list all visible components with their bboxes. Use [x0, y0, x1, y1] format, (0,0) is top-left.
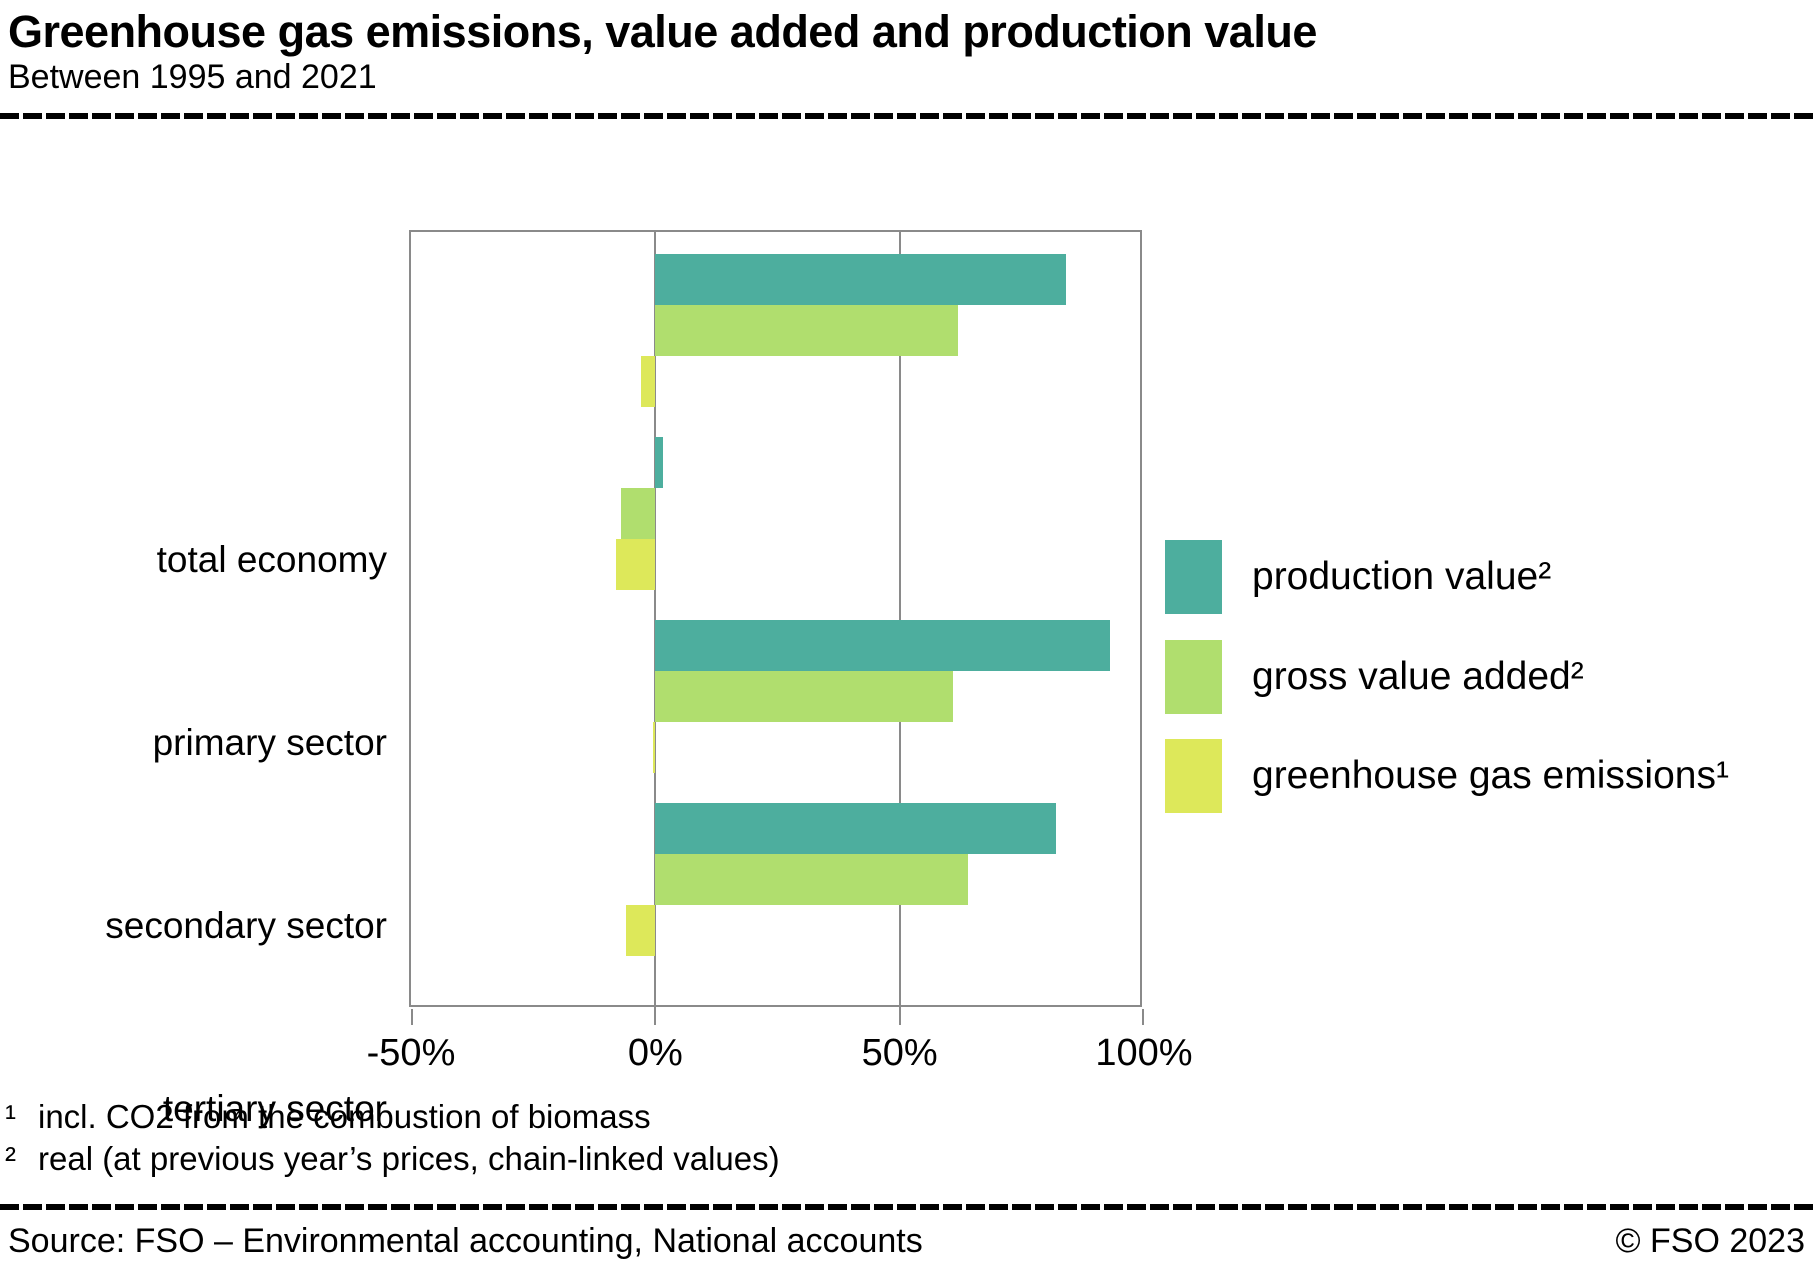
page-subtitle: Between 1995 and 2021	[8, 58, 377, 96]
x-tick-label: 0%	[627, 1032, 683, 1074]
category-label-total-economy: total economy	[156, 539, 387, 580]
x-axis-tick--50	[411, 1009, 413, 1025]
legend-swatch-production-value	[1165, 540, 1222, 614]
bar-tertiary-sector-production-value	[655, 803, 1057, 854]
legend-item-greenhouse-gas-emissions: greenhouse gas emissions¹	[1165, 739, 1729, 813]
bar-chart-plot-area: total economy primary sector secondary s…	[105, 230, 1193, 1129]
bar-tertiary-sector-greenhouse-gas-emissions	[626, 905, 656, 956]
bar-primary-sector-production-value	[655, 437, 663, 488]
legend-item-production-value: production value²	[1165, 540, 1551, 614]
footnote-1: ¹ incl. CO2 from the combustion of biomas…	[5, 1098, 651, 1136]
category-label-secondary-sector: secondary sector	[105, 905, 387, 946]
bar-tertiary-sector-gross-value-added	[655, 854, 969, 905]
bar-total-economy-greenhouse-gas-emissions	[640, 356, 656, 407]
bar-secondary-sector-greenhouse-gas-emissions	[652, 722, 656, 773]
bar-secondary-sector-gross-value-added	[655, 671, 954, 722]
footnote-text: incl. CO2 from the combustion of biomass	[38, 1098, 651, 1135]
footnote-marker: ²	[5, 1140, 16, 1177]
x-axis-tick-0	[654, 1009, 657, 1025]
bar-total-economy-gross-value-added	[655, 305, 959, 356]
category-label-primary-sector: primary sector	[152, 722, 387, 763]
header-divider	[0, 113, 1813, 119]
footer-divider	[0, 1204, 1813, 1210]
legend-label: greenhouse gas emissions¹	[1252, 754, 1729, 797]
page-title: Greenhouse gas emissions, value added an…	[8, 6, 1317, 57]
x-tick-label: -50%	[366, 1032, 456, 1074]
bar-primary-sector-gross-value-added	[621, 488, 656, 539]
x-axis-tick-100	[1142, 1009, 1144, 1025]
source-row: Source: FSO – Environmental accounting, …	[8, 1222, 1805, 1261]
copyright-text: © FSO 2023	[1615, 1222, 1805, 1260]
bar-primary-sector-greenhouse-gas-emissions	[616, 539, 656, 590]
legend-swatch-gross-value-added	[1165, 640, 1222, 714]
legend-label: gross value added²	[1252, 655, 1584, 698]
footnote-marker: ¹	[5, 1098, 16, 1135]
legend-label: production value²	[1252, 555, 1552, 598]
legend-swatch-greenhouse-gas-emissions	[1165, 739, 1222, 813]
footnote-text: real (at previous year’s prices, chain-l…	[38, 1140, 780, 1177]
x-tick-label: 50%	[861, 1032, 938, 1074]
category-label-tertiary-sector: tertiary sector	[162, 1088, 387, 1129]
footnote-2: ² real (at previous year’s prices, chain-…	[5, 1140, 780, 1178]
bar-secondary-sector-production-value	[655, 620, 1110, 671]
x-axis-tick-50	[898, 1009, 901, 1025]
legend-item-gross-value-added: gross value added²	[1165, 640, 1584, 714]
x-tick-label: 100%	[1095, 1032, 1193, 1074]
source-text: Source: FSO – Environmental accounting, …	[8, 1222, 923, 1260]
bar-total-economy-production-value	[655, 254, 1066, 305]
